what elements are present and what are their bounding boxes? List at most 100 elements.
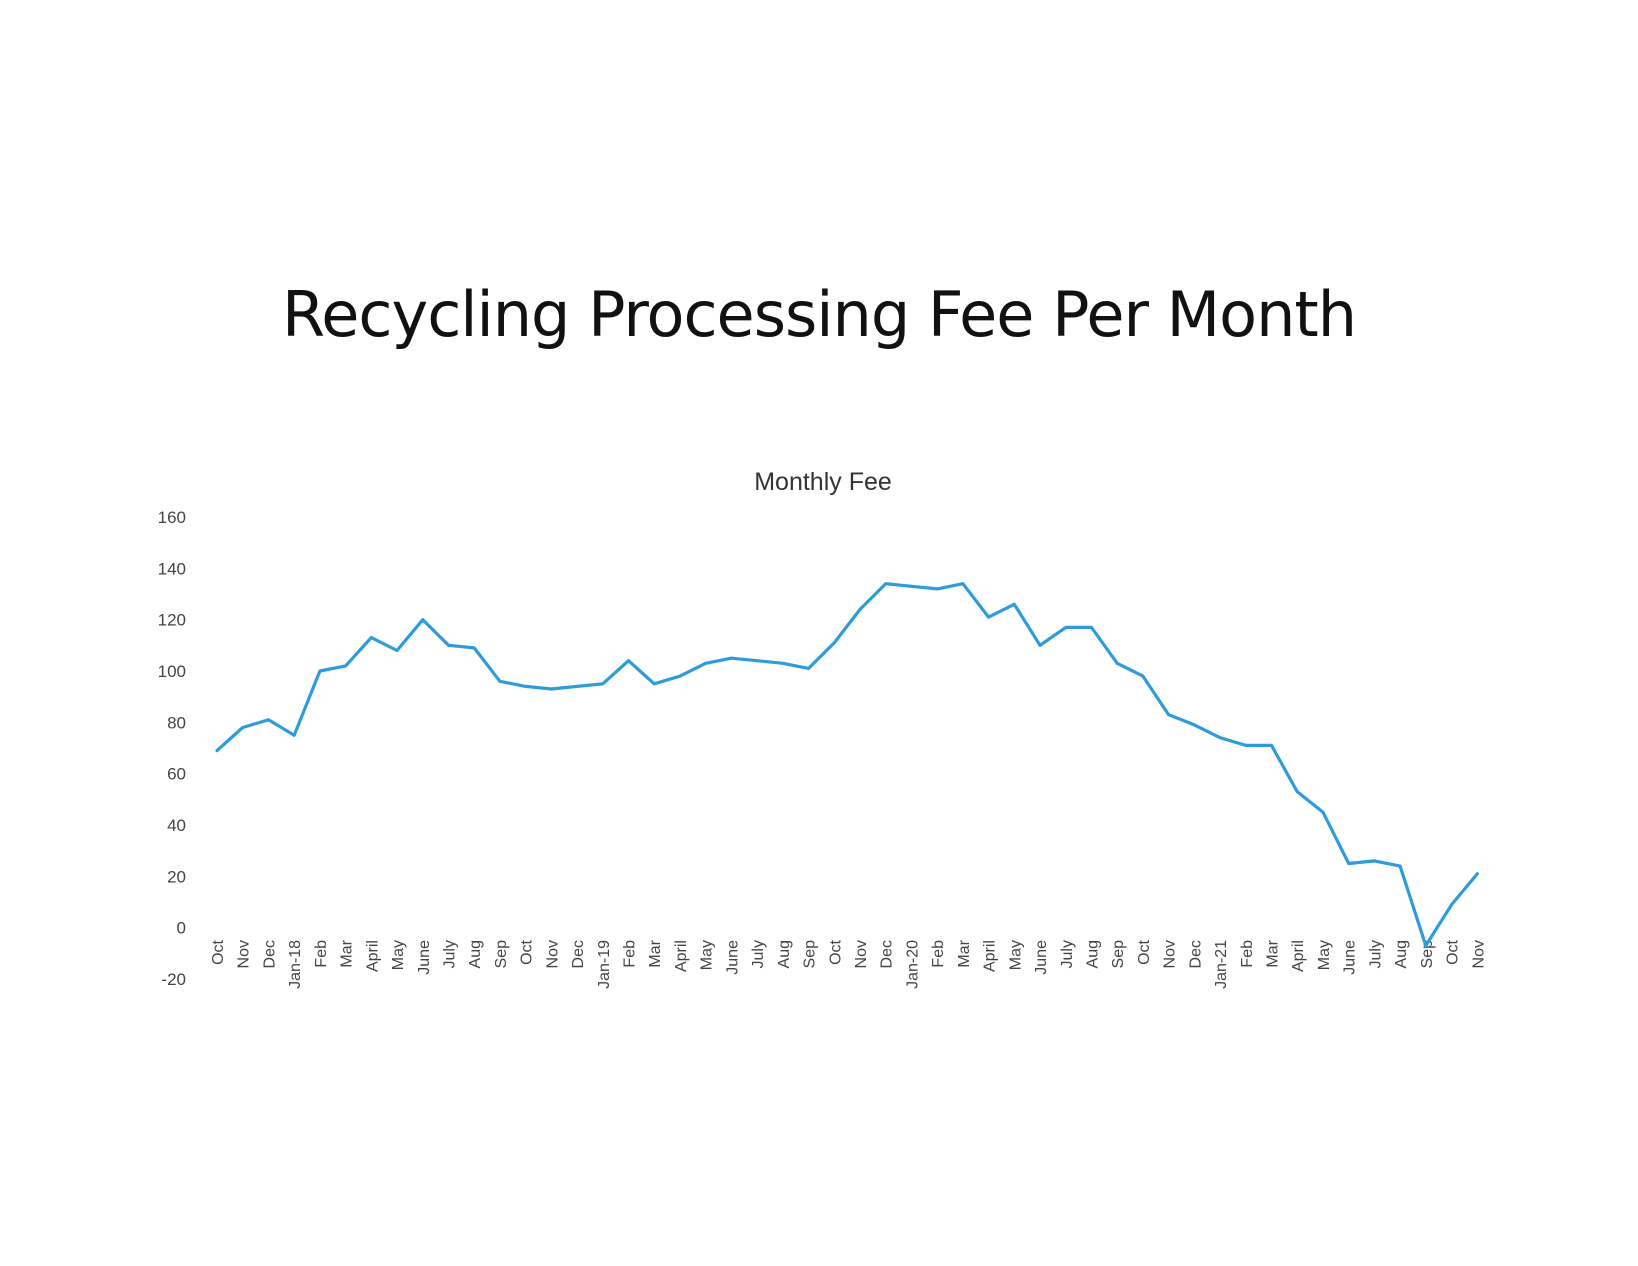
y-tick-label: 140 [158,559,186,578]
x-tick-label: April [1290,940,1307,972]
data-point [729,656,733,660]
x-tick-label: June [1342,940,1359,975]
data-point [1115,661,1119,665]
x-tick-label: Oct [210,939,227,964]
data-point [755,659,759,663]
data-point [1218,736,1222,740]
data-point [678,674,682,678]
x-tick-label: June [724,940,741,975]
data-point [832,641,836,645]
data-point [1090,625,1093,629]
data-point [1012,602,1016,606]
data-point [1398,864,1402,868]
data-point [935,587,939,591]
x-tick-label: Feb [313,940,330,968]
x-tick-label: Sep [1110,940,1127,969]
x-tick-label: Dec [261,940,278,968]
x-tick-label: April [673,940,690,972]
y-tick-label: 100 [158,662,186,681]
x-tick-label: Oct [1445,939,1462,964]
y-tick-label: -20 [161,970,186,989]
y-tick-label: 120 [158,611,186,630]
x-tick-label: Mar [956,939,973,967]
x-tick-label: Jan-19 [596,940,613,989]
x-tick-label: Sep [493,940,510,969]
x-tick-label: Jan-18 [287,940,304,989]
x-tick-label: Nov [544,940,561,968]
x-tick-label: Feb [1239,940,1256,968]
x-tick-label: Mar [647,939,664,967]
data-point [781,661,785,665]
y-tick-label: 160 [158,508,186,527]
x-tick-label: Aug [1084,940,1101,968]
data-point [421,618,425,622]
x-tick-label: Oct [519,939,536,964]
data-point [601,682,605,686]
page-title: Recycling Processing Fee Per Month [281,278,1357,351]
y-axis: -20 0 20 40 60 80 100 120 140 160 [158,508,186,989]
x-tick-label: April [364,940,381,972]
data-point [1347,862,1351,865]
x-tick-label: May [390,940,407,970]
data-point [575,684,579,688]
x-tick-label: Nov [1470,940,1487,968]
x-tick-label: Nov [853,940,870,968]
x-tick-label: Dec [1187,940,1204,968]
data-point [652,682,656,686]
x-tick-label: Jan-20 [904,940,921,989]
x-tick-label: Dec [879,940,896,968]
x-tick-label: Aug [1393,940,1410,968]
data-point [1424,944,1428,948]
x-tick-label: Oct [1136,939,1153,964]
x-tick-label: Mar [1265,939,1282,967]
x-tick-label: May [699,940,716,970]
y-tick-label: 0 [177,919,186,938]
x-tick-label: June [1033,940,1050,975]
data-point [1064,625,1068,629]
data-point [909,584,913,588]
data-point [1295,790,1299,794]
data-point [961,582,965,586]
y-tick-label: 40 [167,816,186,835]
x-tick-label: July [441,940,458,968]
data-point [549,687,553,691]
x-tick-label: April [982,940,999,972]
data-point [395,649,399,652]
data-point [1244,743,1248,747]
data-point [369,636,373,640]
data-point [1270,743,1273,747]
x-tick-label: Feb [622,940,639,968]
data-point [292,733,296,737]
data-point [1450,903,1454,907]
x-tick-label: July [1367,940,1384,968]
x-axis: Oct Nov Dec Jan-18 Feb Mar April May June July Aug… [210,939,1487,989]
y-tick-label: 20 [167,867,186,886]
x-tick-label: May [1316,940,1333,970]
data-point [344,664,348,668]
x-tick-label: Dec [570,940,587,968]
x-tick-label: May [1007,940,1024,970]
data-point [266,718,270,722]
x-tick-label: Feb [930,940,947,968]
data-point [447,643,450,647]
plot-area [215,582,1479,948]
data-point [987,615,991,619]
data-point [1141,674,1145,678]
data-point [807,666,811,670]
x-tick-label: July [750,940,767,968]
data-point [1167,713,1171,717]
series-line [215,582,1479,948]
y-tick-label: 80 [167,713,186,732]
y-tick-label: 60 [167,765,186,784]
data-point [215,749,219,753]
data-point [1192,723,1196,727]
data-point [1038,643,1042,647]
data-point [498,679,502,683]
x-tick-label: Sep [1419,940,1436,969]
data-point [627,659,630,663]
x-tick-label: Aug [776,940,793,968]
data-point [858,607,862,611]
data-point [318,669,322,673]
x-tick-label: Nov [236,940,253,968]
x-tick-label: Aug [467,940,484,968]
